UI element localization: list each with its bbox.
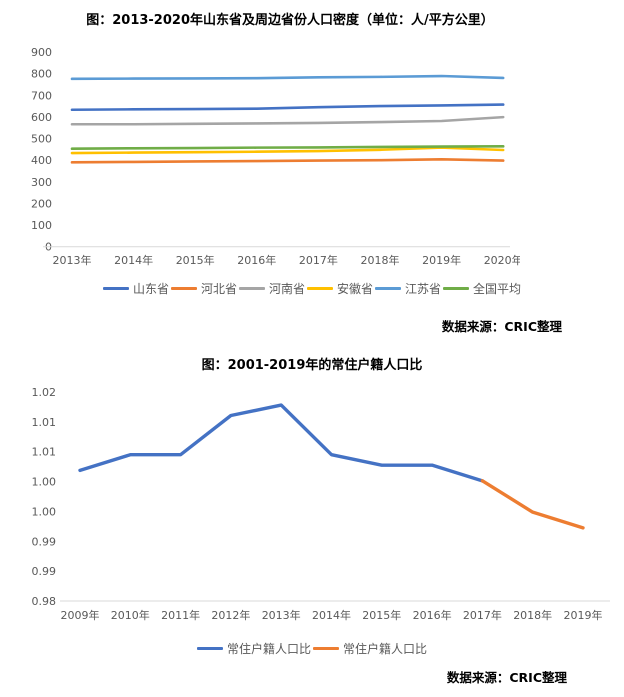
y-axis-tick-label: 1.02 <box>32 386 57 399</box>
chart2-source-note: 数据来源：CRIC整理 <box>446 670 567 685</box>
x-axis-tick-label: 2018年 <box>513 608 552 622</box>
legend-label: 山东省 <box>132 282 169 296</box>
x-axis-tick-label: 2019年 <box>564 608 603 622</box>
chart1-source-note: 数据来源：CRIC整理 <box>441 319 562 334</box>
legend-line-swatch <box>196 646 223 651</box>
y-axis-tick-label: 0.99 <box>32 565 57 578</box>
legend-item: 江苏省 <box>375 280 441 297</box>
legend-line-swatch <box>238 286 265 291</box>
y-axis-tick-label: 1.00 <box>32 505 57 518</box>
household-registration-ratio-line-chart: 1.02 1.01 1.01 1.00 1.00 0.99 0.99 0.98 2009年 201… <box>32 386 610 622</box>
x-axis-tick-label: 2012年 <box>211 608 250 622</box>
x-axis-tick-label: 2016年 <box>237 253 276 267</box>
y-axis-tick-label: 300 <box>31 176 52 189</box>
legend-item: 常住户籍人口比 <box>313 640 427 657</box>
legend-label: 江苏省 <box>405 282 442 296</box>
x-axis-tick-label: 2013年 <box>53 253 92 267</box>
y-axis-tick-label: 800 <box>31 68 52 81</box>
x-axis-tick-label: 2019年 <box>422 253 461 267</box>
legend-label: 河南省 <box>268 282 305 296</box>
population-density-line-chart: 90080070060050040030020010002013年2014年20… <box>31 46 520 267</box>
y-axis-tick-label: 600 <box>31 111 52 124</box>
legend-line-swatch <box>313 646 339 651</box>
chart2-title: 图：2001-2019年的常住户籍人口比 <box>201 358 423 373</box>
series-line <box>70 146 505 155</box>
x-axis-tick-label: 2015年 <box>176 253 215 267</box>
legend-line-swatch <box>375 286 402 291</box>
y-axis-tick-label: 400 <box>31 154 52 167</box>
x-axis-tick-label: 2014年 <box>114 253 153 267</box>
x-axis-tick-label: 2010年 <box>111 608 150 622</box>
series-line <box>480 479 585 530</box>
x-axis-tick-label: 2013年 <box>262 608 301 622</box>
legend-item: 常住户籍人口比 <box>196 640 311 657</box>
x-axis-tick-label: 2011年 <box>161 608 200 622</box>
series-line <box>70 103 505 112</box>
series-line <box>70 158 505 164</box>
series-line <box>78 403 485 483</box>
y-axis-tick-label: 1.01 <box>32 446 57 459</box>
legend-label: 全国平均 <box>473 282 522 296</box>
legend-item: 山东省 <box>102 280 169 297</box>
series-line <box>70 145 505 151</box>
chart2-legend: 常住户籍人口比 常住户籍人口比 <box>0 640 624 657</box>
y-axis-tick-label: 200 <box>31 197 52 210</box>
legend-item: 安徽省 <box>307 280 373 297</box>
x-axis-tick-label: 2009年 <box>61 608 100 622</box>
legend-label: 河北省 <box>200 282 237 296</box>
y-axis-tick-label: 500 <box>31 133 52 146</box>
chart1-title: 图：2013-2020年山东省及周边省份人口密度（单位：人/平方公里） <box>86 13 494 28</box>
x-axis-tick-label: 2017年 <box>463 608 502 622</box>
chart1-legend: 山东省 河北省 河南省 安徽省 江苏省 全国平均 <box>0 280 624 297</box>
legend-line-swatch <box>307 286 333 291</box>
legend-line-swatch <box>170 286 197 291</box>
legend-item: 河北省 <box>170 280 237 297</box>
legend-label: 安徽省 <box>337 282 374 296</box>
x-axis-tick-label: 2015年 <box>362 608 401 622</box>
legend-line-swatch <box>102 286 129 291</box>
legend-label: 常住户籍人口比 <box>343 642 428 656</box>
x-axis-tick-label: 2016年 <box>413 608 452 622</box>
y-axis-tick-label: 100 <box>31 219 52 232</box>
y-axis-tick-label: 0.99 <box>32 535 57 548</box>
legend-item: 全国平均 <box>443 280 521 297</box>
legend-label: 常住户籍人口比 <box>226 642 311 656</box>
legend-line-swatch <box>443 286 470 291</box>
legend-item: 河南省 <box>238 280 305 297</box>
x-axis-tick-label: 2014年 <box>312 608 351 622</box>
y-axis-tick-label: 700 <box>31 89 52 102</box>
y-axis-tick-label: 900 <box>31 46 52 59</box>
series-line <box>70 74 505 81</box>
y-axis-tick-label: 1.01 <box>32 416 57 429</box>
series-line <box>70 115 505 126</box>
x-axis-tick-label: 2017年 <box>299 253 338 267</box>
x-axis-tick-label: 2020年 <box>484 253 520 267</box>
y-axis-tick-label: 1.00 <box>32 476 57 489</box>
y-axis-tick-label: 0.98 <box>32 595 57 608</box>
x-axis-tick-label: 2018年 <box>361 253 400 267</box>
